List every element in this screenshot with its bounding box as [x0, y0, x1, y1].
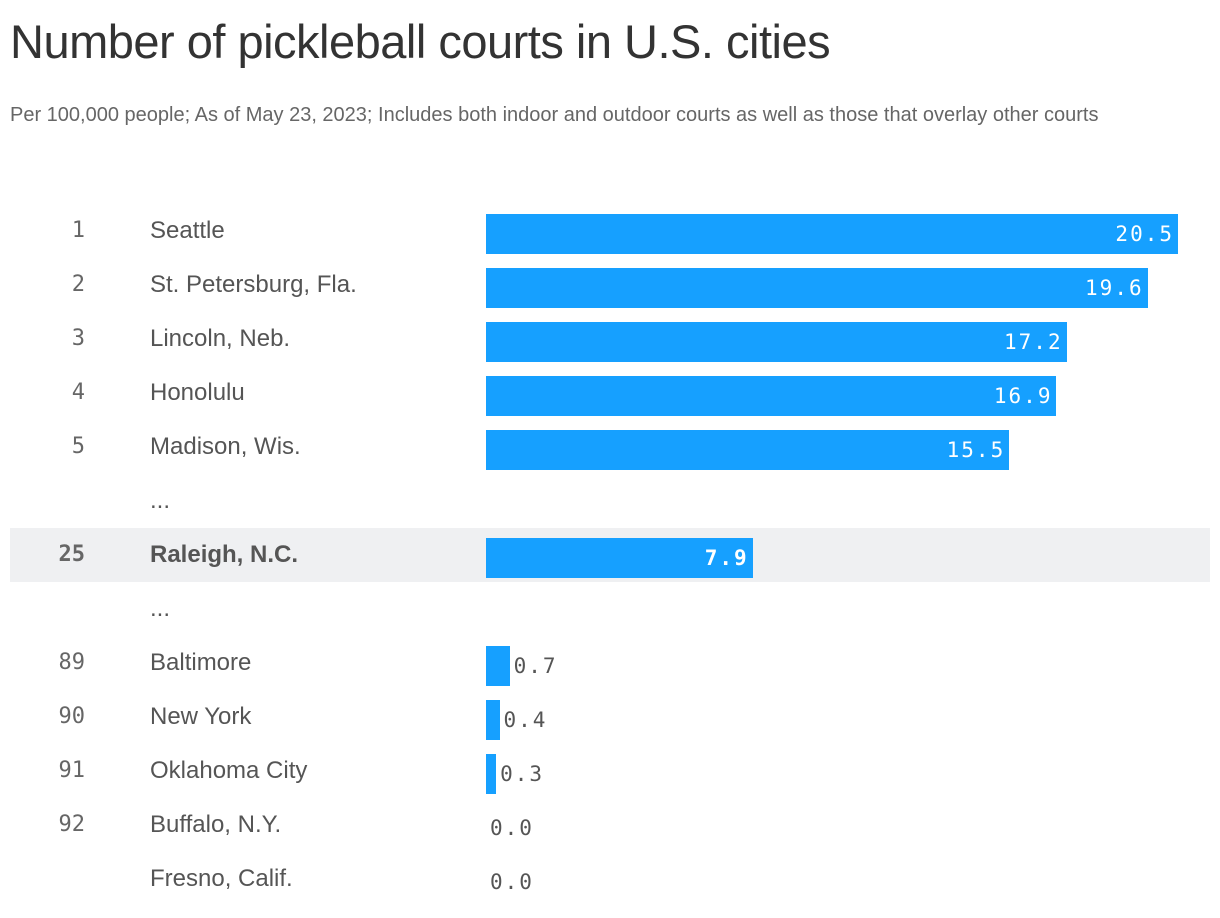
rank-label: 5 — [71, 434, 85, 459]
rank-label: 89 — [58, 650, 86, 675]
value-label: 20.5 — [1115, 222, 1174, 246]
bar-row: Fresno, Calif. 0.0 — [10, 852, 1210, 906]
bar — [486, 268, 1148, 308]
city-label: Madison, Wis. — [150, 433, 301, 460]
bar-row: 92 Buffalo, N.Y. 0.0 — [10, 798, 1210, 852]
value-label: 19.6 — [1085, 276, 1144, 300]
bar — [486, 322, 1067, 362]
value-label: 0.7 — [513, 654, 558, 678]
value-label: 7.9 — [704, 546, 749, 570]
chart-title: Number of pickleball courts in U.S. citi… — [10, 15, 831, 68]
rank-label: 91 — [58, 758, 86, 783]
value-label: 0.0 — [490, 816, 534, 840]
city-label: Fresno, Calif. — [150, 865, 293, 892]
value-label: 16.9 — [993, 384, 1053, 408]
city-label: Oklahoma City — [150, 757, 308, 784]
ellipsis: ... — [150, 595, 171, 622]
bar-row: 5 Madison, Wis. 15.5 — [10, 420, 1210, 474]
bar-row: 91 Oklahoma City 0.3 — [10, 744, 1210, 798]
rank-label: 1 — [71, 218, 85, 243]
ellipsis: ... — [150, 487, 171, 514]
value-label: 0.0 — [490, 870, 534, 894]
city-label: New York — [150, 703, 252, 730]
rank-label: 3 — [71, 326, 85, 351]
ellipsis-row: ... — [10, 474, 1210, 528]
value-label: 0.3 — [500, 762, 545, 786]
city-label: Seattle — [150, 217, 225, 244]
bar — [486, 214, 1178, 254]
bar — [486, 376, 1057, 416]
ellipsis-row: ... — [10, 582, 1210, 636]
value-label: 0.4 — [503, 708, 548, 732]
bar-row: 1 Seattle 20.5 — [10, 204, 1210, 258]
bar-row: 89 Baltimore 0.7 — [10, 636, 1210, 690]
bar-row: 25 Raleigh, N.C. 7.9 — [10, 528, 1210, 582]
bar-row: 90 New York 0.4 — [10, 690, 1210, 744]
bar — [486, 646, 510, 686]
bar-row: 3 Lincoln, Neb. 17.2 — [10, 312, 1210, 366]
bar — [486, 430, 1010, 470]
rank-label: 25 — [58, 542, 86, 567]
bar — [486, 700, 500, 740]
city-label: Raleigh, N.C. — [150, 541, 299, 568]
value-label: 15.5 — [946, 438, 1006, 462]
rank-label: 90 — [58, 704, 86, 729]
city-label: Lincoln, Neb. — [150, 325, 291, 352]
city-label: Honolulu — [150, 379, 245, 406]
value-label: 17.2 — [1004, 330, 1063, 354]
chart-subtitle: Per 100,000 people; As of May 23, 2023; … — [10, 104, 1099, 126]
rank-label: 92 — [58, 812, 86, 837]
bar — [486, 538, 753, 578]
bar-row: 2 St. Petersburg, Fla. 19.6 — [10, 258, 1210, 312]
city-label: Baltimore — [150, 649, 252, 676]
city-label: Buffalo, N.Y. — [150, 811, 282, 838]
rank-label: 2 — [71, 272, 85, 297]
rank-label: 4 — [71, 380, 85, 405]
bar — [486, 754, 497, 794]
city-label: St. Petersburg, Fla. — [150, 271, 357, 298]
bar-row: 4 Honolulu 16.9 — [10, 366, 1210, 420]
